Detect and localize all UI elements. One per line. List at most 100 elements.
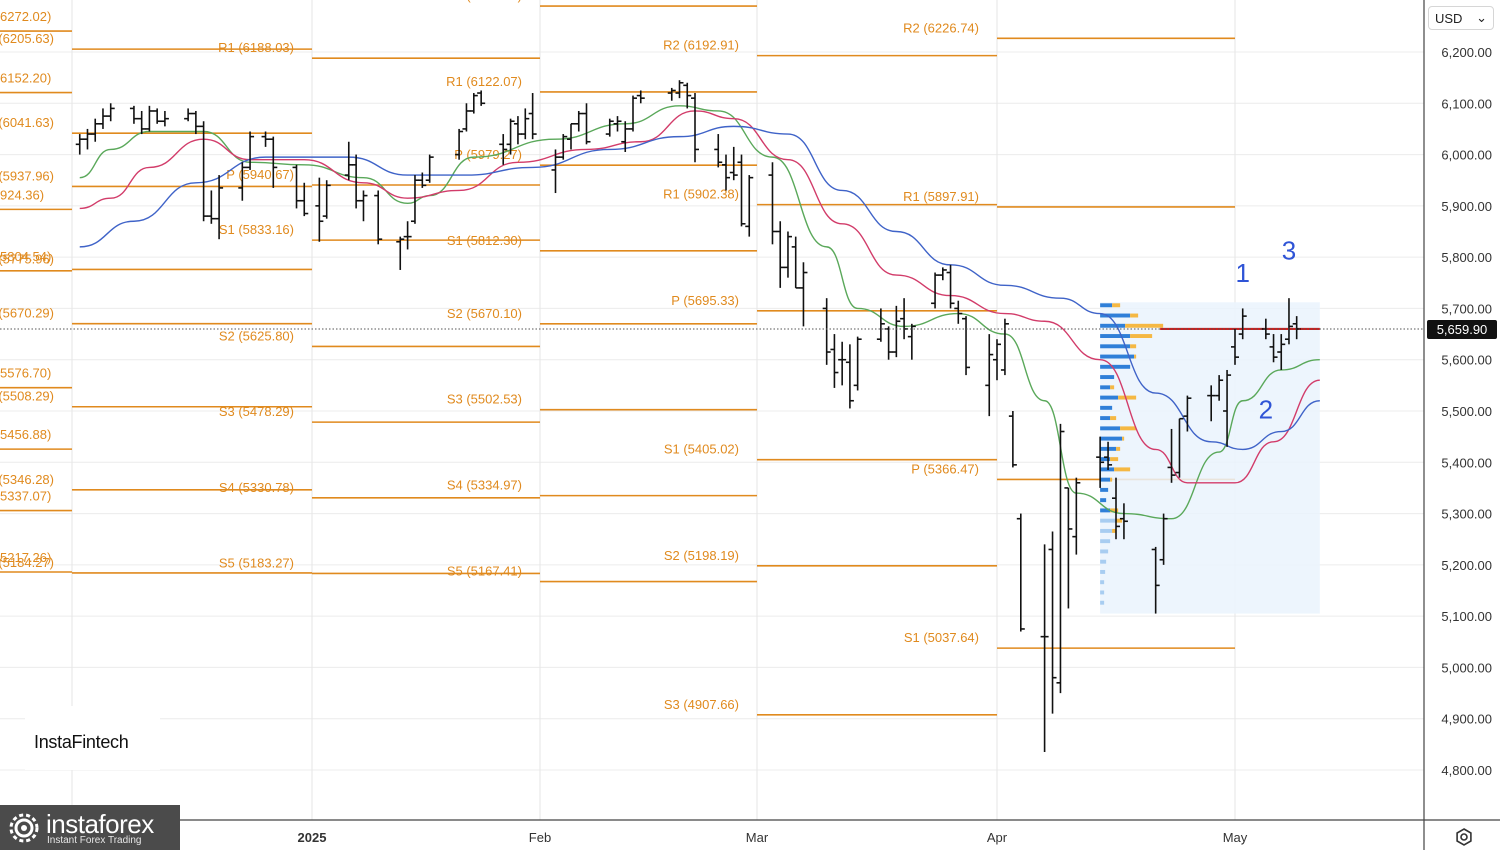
pivot-label: R2 (6205.63) bbox=[0, 31, 54, 46]
time-tick-label: Feb bbox=[529, 830, 551, 845]
volume-profile-bar bbox=[1100, 395, 1119, 400]
ohlc-bar bbox=[359, 190, 368, 222]
ohlc-bar bbox=[98, 108, 107, 129]
chevron-down-icon: ⌄ bbox=[1476, 10, 1487, 25]
ohlc-bar bbox=[215, 175, 224, 240]
volume-profile-bar bbox=[1100, 303, 1113, 308]
pivot-label: S2 (5670.10) bbox=[447, 306, 522, 321]
settings-gear-icon[interactable] bbox=[1452, 826, 1476, 848]
ohlc-bar bbox=[722, 154, 730, 191]
brand-tagline: Instant Forex Trading bbox=[47, 835, 142, 846]
ohlc-bar bbox=[513, 116, 522, 145]
price-tick-label: 5,600.00 bbox=[1441, 353, 1492, 368]
volume-profile-bar bbox=[1116, 446, 1121, 451]
volume-profile-bar bbox=[1100, 313, 1131, 318]
ohlc-bar bbox=[737, 154, 746, 227]
volume-profile-bar bbox=[1100, 416, 1111, 421]
pivot-label: 5576.70) bbox=[0, 366, 51, 381]
price-tick-label: 5,900.00 bbox=[1441, 199, 1492, 214]
time-tick-label: May bbox=[1223, 830, 1248, 845]
pivot-label: S4 (5346.28) bbox=[0, 472, 54, 487]
pivot-label: P (5940.67) bbox=[226, 167, 294, 182]
pivot-label: P (5695.33) bbox=[671, 293, 739, 308]
ohlc-bar bbox=[75, 134, 84, 155]
pivot-label: S3 (4907.66) bbox=[664, 697, 739, 712]
pivot-label: R2 (6192.91) bbox=[663, 38, 739, 53]
wave-label: 2 bbox=[1259, 395, 1273, 425]
ohlc-bar bbox=[1151, 546, 1160, 614]
volume-profile-bar bbox=[1110, 457, 1119, 462]
ohlc-bar bbox=[675, 80, 684, 99]
price-tick-label: 6,100.00 bbox=[1441, 96, 1492, 111]
ohlc-bar bbox=[83, 128, 92, 150]
volume-profile-bar bbox=[1100, 334, 1131, 338]
ohlc-bar bbox=[845, 344, 854, 409]
volume-profile-bar bbox=[1100, 549, 1109, 554]
wave-label: 3 bbox=[1282, 236, 1296, 266]
wave-labels: 1 2 3 bbox=[1235, 236, 1296, 425]
volume-profile-bar bbox=[1100, 467, 1115, 472]
volume-profile bbox=[1100, 302, 1320, 614]
ohlc-bar bbox=[91, 118, 100, 142]
pivot-levels: R3 (6317.50)R2 (6205.63)R1 (6041.63)P (5… bbox=[0, 0, 1235, 716]
volume-profile-bar bbox=[1130, 313, 1139, 318]
volume-profile-bar bbox=[1100, 323, 1126, 328]
ohlc-bar bbox=[714, 134, 723, 168]
ohlc-bar bbox=[418, 172, 427, 188]
pivot-label: S5 (5167.41) bbox=[447, 564, 522, 579]
volume-profile-bar bbox=[1120, 426, 1137, 431]
volume-profile-bar bbox=[1100, 477, 1111, 482]
pivot-label: S1 (5833.16) bbox=[219, 222, 294, 237]
ohlc-bar bbox=[1048, 531, 1057, 714]
volume-profile-bar bbox=[1116, 518, 1123, 523]
volume-profile-bar bbox=[1100, 436, 1123, 441]
pivot-label: 5456.88) bbox=[0, 427, 51, 442]
ohlc-bar bbox=[396, 236, 405, 270]
ohlc-bar bbox=[521, 108, 530, 140]
price-tick-label: 5,400.00 bbox=[1441, 455, 1492, 470]
volume-profile-bar bbox=[1134, 354, 1137, 359]
ohlc-bar bbox=[1064, 487, 1073, 609]
volume-profile-bar bbox=[1110, 477, 1113, 482]
ohlc-bar bbox=[1183, 395, 1192, 432]
ohlc-bar bbox=[191, 110, 200, 135]
ohlc-bar bbox=[559, 134, 568, 160]
volume-profile-bar bbox=[1110, 416, 1117, 421]
volume-profile-bar bbox=[1110, 385, 1115, 390]
ohlc-bar bbox=[1112, 477, 1120, 540]
volume-profile-bar bbox=[1100, 457, 1111, 462]
price-tick-label: 5,200.00 bbox=[1441, 558, 1492, 573]
ohlc-bar bbox=[1000, 318, 1009, 376]
volume-profile-bar bbox=[1122, 436, 1125, 441]
chart-watermark-box bbox=[25, 706, 160, 770]
ohlc-bar bbox=[1159, 513, 1168, 565]
pivot-label: S4 (5334.97) bbox=[447, 478, 522, 493]
ohlc-bar bbox=[184, 108, 193, 122]
ohlc-bar bbox=[621, 121, 630, 153]
price-tick-label: 5,800.00 bbox=[1441, 250, 1492, 265]
ohlc-bar bbox=[129, 105, 138, 124]
ohlc-bar bbox=[636, 90, 645, 104]
ohlc-bar bbox=[1269, 334, 1278, 363]
pivot-label: S2 (5198.19) bbox=[664, 548, 739, 563]
currency-select[interactable]: USD ⌄ bbox=[1428, 6, 1494, 30]
pivot-label: R1 (6122.07) bbox=[446, 74, 522, 89]
ohlc-bar bbox=[506, 118, 515, 155]
currency-value: USD bbox=[1435, 10, 1463, 26]
time-tick-label: Apr bbox=[987, 830, 1008, 845]
ohlc-bar bbox=[838, 341, 847, 386]
volume-profile-bar bbox=[1100, 569, 1106, 574]
ohlc-bar bbox=[455, 128, 464, 160]
ohlc-bar bbox=[207, 190, 216, 224]
ohlc-bar bbox=[938, 267, 947, 281]
pivot-label: S1 (5037.64) bbox=[904, 630, 979, 645]
pivot-label: 5804.54) bbox=[0, 249, 51, 264]
ohlc-bar bbox=[1167, 428, 1176, 483]
ohlc-bar bbox=[344, 141, 353, 181]
volume-profile-bar bbox=[1125, 323, 1164, 328]
price-tick-label: 5,300.00 bbox=[1441, 507, 1492, 522]
ohlc-bar bbox=[425, 154, 434, 183]
volume-profile-bar bbox=[1114, 467, 1131, 472]
ohlc-bar bbox=[199, 121, 208, 222]
